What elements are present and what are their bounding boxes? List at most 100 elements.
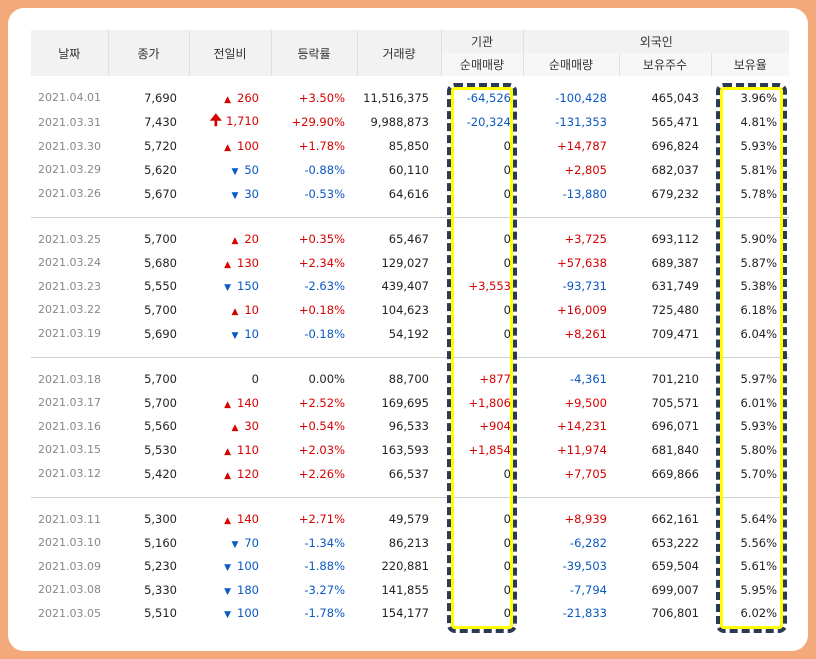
cell-change-value: 0 <box>251 372 259 387</box>
header-foreign-net: 순매매량 <box>522 53 619 76</box>
table-body: 2021.04.01 7,690 ▲ 260 +3.50% 11,516,375 -64,5… <box>31 76 790 635</box>
cell-change-value: 130 <box>237 255 259 270</box>
cell-holdings: 705,571 <box>651 395 699 410</box>
cell-date: 2021.03.18 <box>38 372 101 386</box>
cell-change-value: 140 <box>237 512 259 527</box>
cell-date: 2021.03.22 <box>38 303 101 317</box>
cell-date: 2021.03.10 <box>38 536 101 550</box>
cell-volume: 169,695 <box>381 395 429 410</box>
cell-date: 2021.03.11 <box>38 512 101 526</box>
cell-inst-net: 0 <box>503 162 511 177</box>
table-row: 2021.03.11 5,300 ▲ 140 +2.71% 49,579 0 +8,939 66… <box>31 507 789 531</box>
cell-change-value: 100 <box>237 559 259 574</box>
table-row: 2021.03.26 5,670 ▼ 30 -0.53% 64,616 0 -13,880 67… <box>31 182 789 206</box>
triangle-down-icon: ▼ <box>231 166 239 177</box>
cell-foreign-net: +14,231 <box>557 419 607 434</box>
table-row: 2021.04.01 7,690 ▲ 260 +3.50% 11,516,375 -64,5… <box>31 86 789 110</box>
cell-inst-net: 0 <box>503 512 511 527</box>
cell-date: 2021.03.29 <box>38 163 101 177</box>
table-row: 2021.03.05 5,510 ▼ 100 -1.78% 154,177 0 -21,833… <box>31 602 789 626</box>
cell-inst-net: 0 <box>503 606 511 621</box>
triangle-up-icon: ▲ <box>224 259 232 270</box>
cell-change-value: 120 <box>237 466 259 481</box>
cell-close: 5,510 <box>144 606 177 621</box>
cell-inst-net: 0 <box>503 582 511 597</box>
cell-foreign-net: -7,794 <box>569 582 607 597</box>
cell-holdings: 662,161 <box>651 512 699 527</box>
triangle-down-icon: ▼ <box>231 539 239 550</box>
cell-volume: 9,988,873 <box>370 115 429 130</box>
cell-foreign-net: +2,805 <box>564 162 607 177</box>
cell-volume: 64,616 <box>388 186 429 201</box>
cell-volume: 88,700 <box>388 372 429 387</box>
cell-close: 5,620 <box>144 162 177 177</box>
cell-change-value: 150 <box>237 279 259 294</box>
cell-holdings: 696,824 <box>651 139 699 154</box>
cell-close: 5,690 <box>144 326 177 341</box>
cell-foreign-net: +14,787 <box>557 139 607 154</box>
cell-inst-net: 0 <box>503 326 511 341</box>
cell-change-value: 50 <box>244 162 259 177</box>
cell-hold-rate: 4.81% <box>740 115 778 130</box>
cell-foreign-net: +9,500 <box>564 395 607 410</box>
cell-change: ▲ 30 <box>189 415 271 439</box>
cell-hold-rate: 5.56% <box>740 535 778 550</box>
cell-change: ▼ 150 <box>189 275 271 299</box>
cell-rate: -3.27% <box>304 582 345 597</box>
cell-holdings: 689,387 <box>651 255 699 270</box>
cell-volume: 104,623 <box>381 302 429 317</box>
cell-date: 2021.03.25 <box>38 232 101 246</box>
cell-hold-rate: 6.02% <box>740 606 778 621</box>
cell-rate: -1.78% <box>304 606 345 621</box>
cell-holdings: 682,037 <box>651 162 699 177</box>
table-row: 2021.03.18 5,700 0 0.00% 88,700 +877 -4,361 701… <box>31 367 789 391</box>
cell-rate: +0.35% <box>298 232 345 247</box>
cell-change-value: 1,710 <box>226 113 259 128</box>
cell-volume: 49,579 <box>388 512 429 527</box>
cell-change-value: 30 <box>244 419 259 434</box>
cell-rate: +29.90% <box>291 115 346 130</box>
triangle-down-icon: ▼ <box>231 330 239 341</box>
cell-holdings: 565,471 <box>651 115 699 130</box>
cell-inst-net: +904 <box>479 419 511 434</box>
cell-rate: -0.18% <box>304 326 345 341</box>
cell-close: 5,530 <box>144 442 177 457</box>
cell-holdings: 659,504 <box>651 559 699 574</box>
cell-change: ▲ 10 <box>189 298 271 322</box>
cell-close: 5,670 <box>144 186 177 201</box>
header-inst-net: 순매매량 <box>440 53 523 76</box>
table-row: 2021.03.25 5,700 ▲ 20 +0.35% 65,467 0 +3,725 693… <box>31 227 789 251</box>
table-row: 2021.03.31 7,430 🠉 1,710 +29.90% 9,988,873 -20… <box>31 110 789 135</box>
cell-holdings: 699,007 <box>651 582 699 597</box>
triangle-down-icon: ▼ <box>224 563 232 574</box>
cell-inst-net: 0 <box>503 559 511 574</box>
cell-hold-rate: 5.81% <box>740 162 778 177</box>
cell-rate: -1.88% <box>304 559 345 574</box>
table-row: 2021.03.24 5,680 ▲ 130 +2.34% 129,027 0 +57,638… <box>31 251 789 275</box>
group-spacer <box>31 497 789 507</box>
header-holdings: 보유주수 <box>618 53 711 76</box>
cell-change: ▲ 260 <box>189 86 271 110</box>
cell-holdings: 706,801 <box>651 606 699 621</box>
cell-rate: -0.88% <box>304 162 345 177</box>
cell-hold-rate: 5.38% <box>740 279 778 294</box>
content-panel: 날짜 종가 전일비 등락률 거래량 기관 외국인 순매매량 순매매량 보유주수 … <box>8 8 808 651</box>
table-row: 2021.03.30 5,720 ▲ 100 +1.78% 85,850 0 +14,787 6… <box>31 135 789 159</box>
cell-hold-rate: 6.04% <box>740 326 778 341</box>
cell-hold-rate: 6.18% <box>740 302 778 317</box>
cell-change: ▼ 100 <box>189 555 271 579</box>
cell-volume: 60,110 <box>388 162 429 177</box>
triangle-down-icon: ▼ <box>231 190 239 201</box>
cell-date: 2021.03.16 <box>38 419 101 433</box>
cell-hold-rate: 5.93% <box>740 139 778 154</box>
cell-change: ▲ 100 <box>189 135 271 159</box>
cell-foreign-net: -131,353 <box>555 115 607 130</box>
cell-close: 5,160 <box>144 535 177 550</box>
cell-rate: +2.52% <box>298 395 345 410</box>
cell-rate: -0.53% <box>304 186 345 201</box>
triangle-up-icon: ▲ <box>224 470 232 481</box>
cell-date: 2021.03.08 <box>38 583 101 597</box>
cell-inst-net: 0 <box>503 139 511 154</box>
cell-hold-rate: 6.01% <box>740 395 778 410</box>
group-separator <box>31 625 789 635</box>
